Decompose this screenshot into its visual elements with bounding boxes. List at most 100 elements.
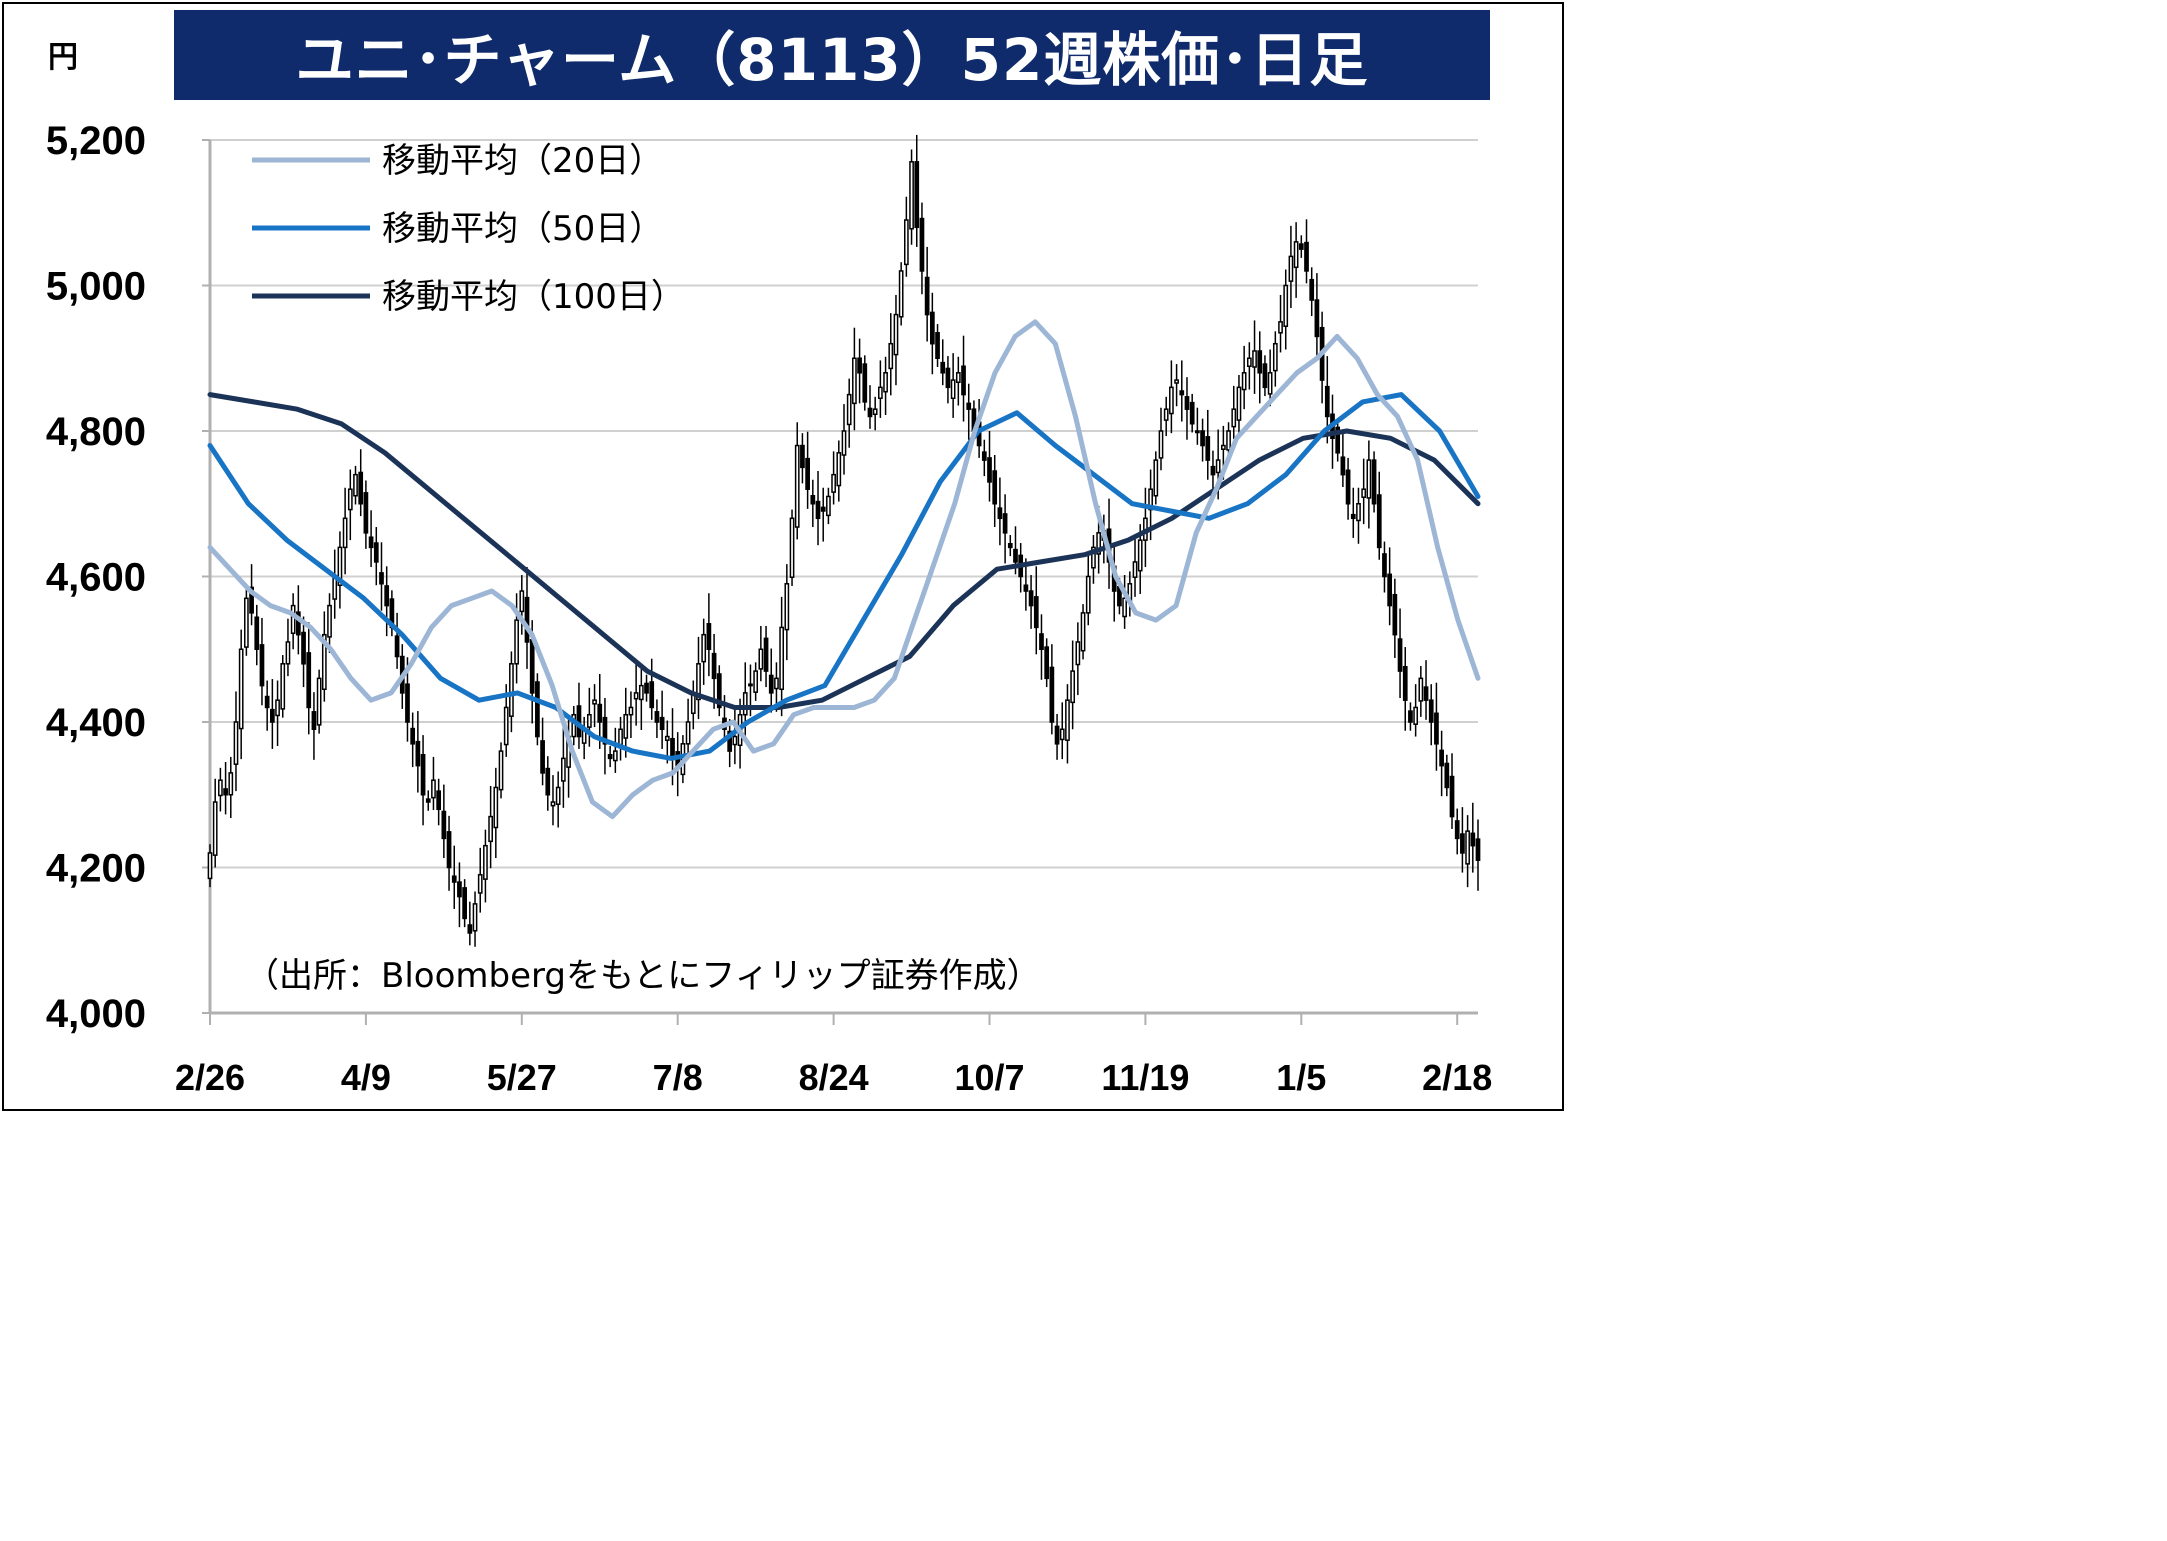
x-tick-label: 7/8 — [653, 1057, 703, 1098]
candle-body — [644, 682, 649, 694]
candle-body — [363, 492, 369, 534]
candle — [1252, 320, 1257, 394]
candle-body — [529, 639, 535, 694]
candle-body — [1361, 488, 1367, 498]
candle — [540, 717, 545, 786]
candle-body — [1293, 241, 1299, 269]
candle — [488, 786, 493, 869]
candle-body — [477, 874, 483, 894]
candle — [493, 767, 499, 859]
candle — [1278, 294, 1283, 353]
candle-body — [623, 713, 629, 739]
candle-body — [1434, 712, 1439, 745]
x-tick-label: 4/9 — [341, 1057, 391, 1098]
candle-body — [768, 674, 774, 694]
candle-body — [264, 695, 270, 709]
candle-body — [1345, 469, 1351, 505]
candle-body — [368, 536, 374, 549]
candle-body — [342, 517, 348, 549]
candle-body — [685, 721, 691, 745]
candle — [992, 455, 998, 528]
candle — [1402, 647, 1408, 731]
candle — [1304, 219, 1309, 284]
candle — [353, 465, 358, 505]
y-tick-label: 4,200 — [46, 847, 146, 891]
candle — [872, 396, 878, 431]
candle-body — [826, 495, 831, 517]
legend-ma20: 移動平均（20日） — [252, 141, 663, 181]
candle — [638, 665, 644, 731]
candle — [742, 662, 748, 742]
candle-body — [628, 706, 634, 716]
candle — [218, 767, 223, 812]
candle-body — [503, 706, 509, 746]
candle — [1122, 575, 1127, 629]
candle — [571, 705, 577, 746]
candle — [332, 549, 338, 619]
candle-body — [1324, 385, 1330, 418]
candle-body — [1392, 593, 1398, 636]
candle-body — [586, 713, 592, 728]
candle — [924, 246, 930, 342]
candle — [1470, 802, 1476, 873]
candle — [701, 618, 707, 685]
candle-body — [540, 740, 545, 774]
candle-body — [701, 633, 707, 663]
candle — [285, 618, 291, 677]
candle-body — [321, 633, 327, 691]
candle — [1075, 622, 1081, 696]
candle — [576, 682, 582, 749]
candle-body — [436, 790, 442, 811]
candle — [961, 335, 966, 422]
candle-body — [1423, 686, 1429, 701]
candle-body — [306, 652, 312, 709]
candle — [1413, 684, 1419, 737]
candle-body — [961, 365, 966, 396]
candle-body — [1465, 830, 1470, 865]
candle-body — [1080, 612, 1086, 652]
candle-body — [633, 692, 639, 700]
candle — [909, 149, 914, 245]
candle-body — [1049, 666, 1055, 723]
candle — [462, 879, 468, 928]
candle-body — [997, 507, 1003, 520]
candle — [1371, 451, 1377, 513]
candle — [618, 716, 623, 761]
candle — [898, 262, 904, 326]
candle-body — [244, 597, 249, 648]
candle-body — [929, 311, 935, 345]
candle — [483, 829, 488, 903]
candle — [384, 566, 390, 637]
candle-body — [384, 585, 390, 607]
candle — [607, 746, 613, 768]
candle — [561, 727, 566, 808]
candle — [228, 756, 234, 819]
candle — [836, 440, 842, 502]
y-tick-label: 5,200 — [46, 119, 146, 163]
candle-body — [883, 372, 888, 393]
candle — [1361, 458, 1367, 525]
candle-body — [909, 161, 914, 230]
candle — [1049, 644, 1055, 735]
ma50-line — [207, 392, 1481, 761]
candle — [441, 784, 447, 859]
candle-body — [1350, 513, 1356, 520]
candle — [649, 658, 655, 720]
candle-body — [800, 444, 805, 469]
candle — [768, 648, 774, 713]
candle — [259, 617, 265, 706]
candle-body — [1470, 832, 1476, 847]
candle — [436, 778, 442, 826]
candle-body — [1418, 677, 1424, 702]
candle — [779, 596, 785, 717]
candle-body — [441, 810, 447, 840]
candle-body — [1070, 670, 1076, 704]
candle — [306, 622, 312, 735]
candle — [1132, 535, 1138, 597]
candle-body — [1153, 459, 1159, 497]
candle-body — [810, 494, 816, 505]
candle — [727, 719, 733, 768]
candle — [1298, 235, 1304, 258]
candle — [1340, 433, 1346, 488]
candle-body — [805, 457, 810, 490]
